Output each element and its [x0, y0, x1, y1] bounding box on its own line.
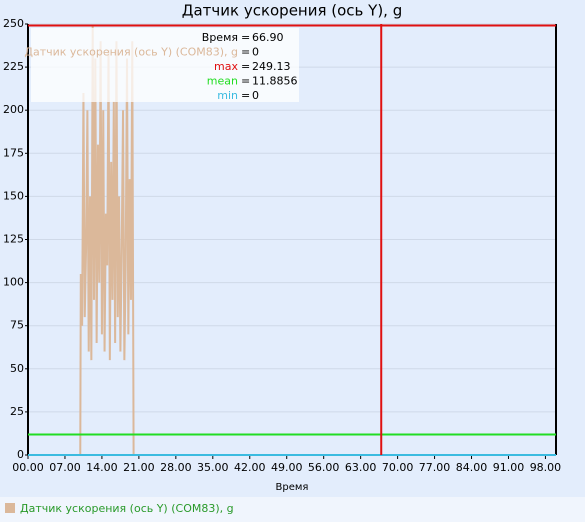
x-tick-label: 07.00	[49, 461, 81, 474]
x-tick-label: 91.00	[493, 461, 525, 474]
tooltip-separator: =	[241, 31, 250, 44]
y-tick-label: 75	[10, 319, 24, 332]
x-tick-label: 98.00	[530, 461, 562, 474]
y-tick-label: 0	[17, 448, 24, 461]
y-tick-label: 150	[3, 189, 24, 202]
x-tick-label: 63.00	[345, 461, 377, 474]
tooltip-value: 0	[252, 89, 259, 102]
y-tick-label: 50	[10, 362, 24, 375]
y-tick-label: 250	[3, 17, 24, 30]
tooltip-name: max	[214, 60, 238, 73]
x-tick-label: 70.00	[382, 461, 414, 474]
x-tick-label: 21.00	[123, 461, 155, 474]
legend-bar	[0, 497, 585, 522]
tooltip-name: Датчик ускорения (ось Y) (COM83), g	[24, 46, 238, 59]
data-line	[28, 25, 382, 456]
x-tick-label: 28.00	[160, 461, 192, 474]
tooltip-name: min	[217, 89, 238, 102]
tooltip-separator: =	[241, 89, 250, 102]
x-tick-label: 42.00	[234, 461, 266, 474]
x-tick-label: 35.00	[197, 461, 229, 474]
y-tick-label: 175	[3, 146, 24, 159]
x-tick-label: 84.00	[456, 461, 488, 474]
x-tick-label: 49.00	[271, 461, 303, 474]
tooltip-separator: =	[241, 75, 250, 88]
x-tick-label: 56.00	[308, 461, 340, 474]
tooltip-separator: =	[241, 60, 250, 73]
y-tick-label: 200	[3, 103, 24, 116]
chart-title: Датчик ускорения (ось Y), g	[182, 2, 403, 20]
y-tick-label: 225	[3, 60, 24, 73]
tooltip-name: Время	[202, 31, 238, 44]
y-tick-label: 25	[10, 405, 24, 418]
tooltip-box	[31, 28, 299, 102]
x-tick-label: 14.00	[86, 461, 118, 474]
x-tick-label: 77.00	[419, 461, 451, 474]
tooltip-name: mean	[207, 75, 238, 88]
x-tick-label: 00.00	[12, 461, 44, 474]
y-tick-label: 100	[3, 276, 24, 289]
tooltip-value: 66.90	[252, 31, 284, 44]
legend-swatch	[5, 503, 15, 513]
tooltip-value: 249.13	[252, 60, 291, 73]
legend-label: Датчик ускорения (ось Y) (COM83), g	[20, 502, 234, 515]
tooltip-separator: =	[241, 46, 250, 59]
y-tick-label: 125	[3, 233, 24, 246]
tooltip-value: 0	[252, 46, 259, 59]
x-axis-label: Время	[276, 482, 309, 493]
tooltip-value: 11.8856	[252, 75, 298, 88]
